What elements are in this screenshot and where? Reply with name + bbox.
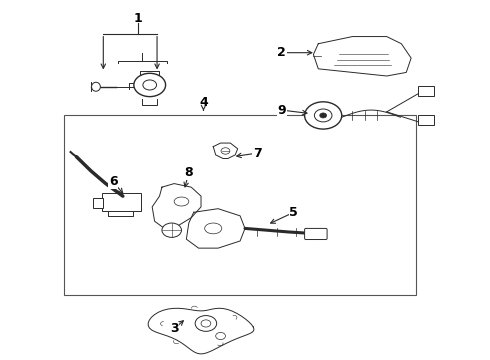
- Circle shape: [195, 316, 217, 331]
- Ellipse shape: [174, 197, 189, 206]
- Text: 4: 4: [199, 96, 208, 109]
- Text: 2: 2: [277, 46, 286, 59]
- Text: 6: 6: [109, 175, 118, 188]
- Ellipse shape: [205, 223, 222, 234]
- Polygon shape: [152, 184, 201, 228]
- Circle shape: [315, 109, 332, 122]
- FancyBboxPatch shape: [102, 193, 141, 211]
- Text: 8: 8: [185, 166, 193, 179]
- FancyBboxPatch shape: [418, 115, 434, 125]
- Text: 9: 9: [277, 104, 286, 117]
- Circle shape: [320, 113, 327, 118]
- Polygon shape: [148, 308, 254, 354]
- Text: 1: 1: [133, 12, 142, 25]
- Bar: [64, 116, 416, 295]
- Circle shape: [221, 148, 230, 154]
- Polygon shape: [314, 37, 411, 76]
- Circle shape: [305, 102, 342, 129]
- Ellipse shape: [134, 73, 166, 96]
- Text: 7: 7: [253, 147, 262, 159]
- Ellipse shape: [143, 80, 157, 90]
- Bar: [93, 198, 103, 208]
- Text: 5: 5: [290, 206, 298, 219]
- Polygon shape: [186, 209, 245, 248]
- FancyBboxPatch shape: [305, 228, 327, 239]
- FancyBboxPatch shape: [418, 86, 434, 96]
- Circle shape: [162, 223, 181, 237]
- Ellipse shape: [92, 82, 100, 91]
- Circle shape: [201, 320, 211, 327]
- Circle shape: [216, 332, 225, 339]
- Text: 3: 3: [170, 322, 178, 335]
- Polygon shape: [213, 143, 238, 158]
